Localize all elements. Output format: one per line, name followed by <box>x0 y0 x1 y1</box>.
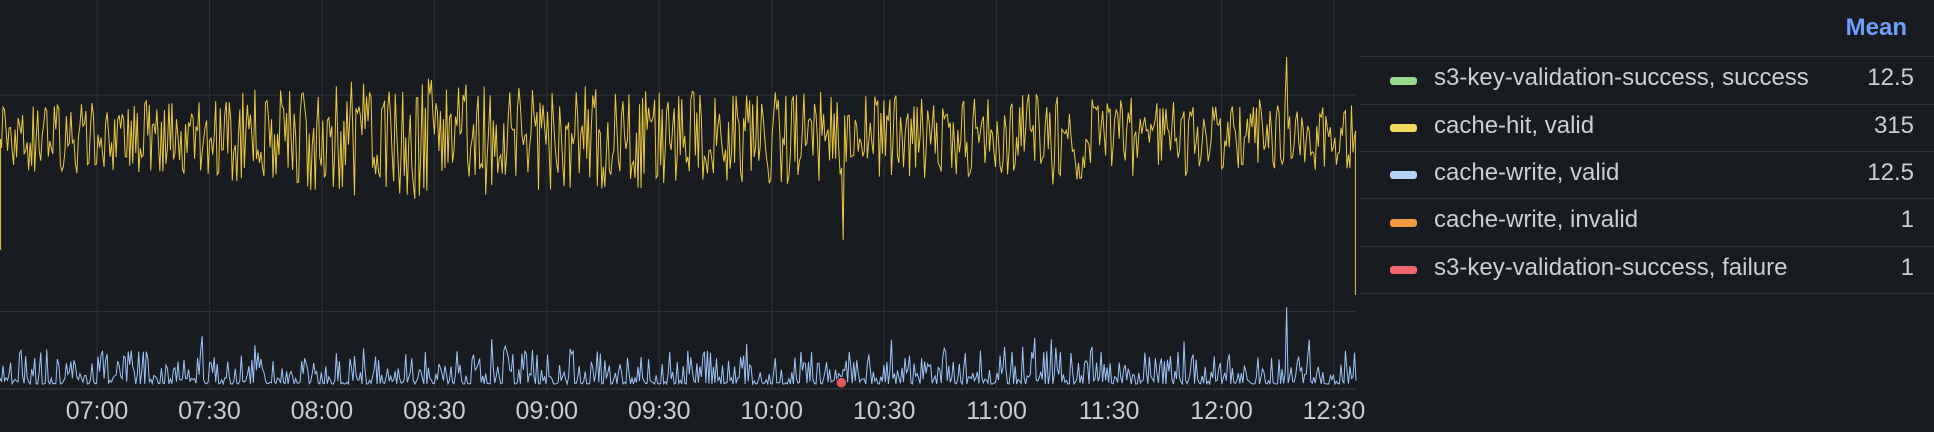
svg-text:09:30: 09:30 <box>628 397 691 425</box>
svg-text:08:30: 08:30 <box>403 397 466 425</box>
svg-text:12:30: 12:30 <box>1303 397 1366 425</box>
svg-text:10:00: 10:00 <box>740 397 803 425</box>
svg-text:07:30: 07:30 <box>178 397 241 425</box>
svg-text:10:30: 10:30 <box>853 397 916 425</box>
svg-text:07:00: 07:00 <box>66 397 129 425</box>
svg-text:11:00: 11:00 <box>966 397 1027 425</box>
svg-text:11:30: 11:30 <box>1079 397 1140 425</box>
svg-text:12:00: 12:00 <box>1190 397 1253 425</box>
svg-text:09:00: 09:00 <box>516 397 579 425</box>
svg-text:08:00: 08:00 <box>291 397 354 425</box>
